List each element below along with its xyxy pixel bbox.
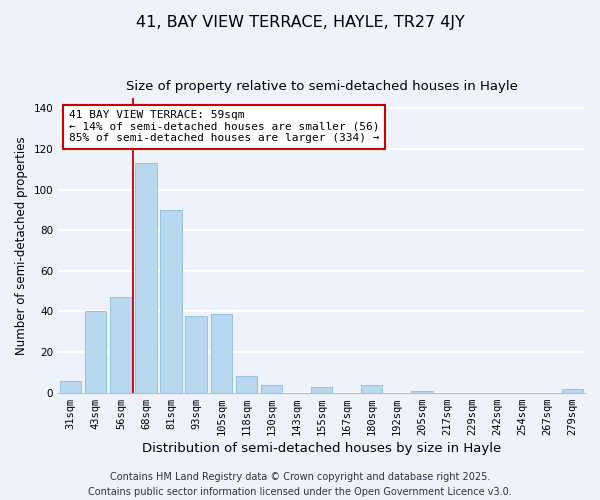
Bar xyxy=(261,384,282,392)
Bar xyxy=(136,164,157,392)
Bar xyxy=(185,316,207,392)
Bar xyxy=(60,380,82,392)
Bar xyxy=(361,384,382,392)
Bar xyxy=(311,386,332,392)
Y-axis label: Number of semi-detached properties: Number of semi-detached properties xyxy=(15,136,28,355)
Bar xyxy=(411,390,433,392)
Bar xyxy=(110,298,131,392)
Text: 41 BAY VIEW TERRACE: 59sqm
← 14% of semi-detached houses are smaller (56)
85% of: 41 BAY VIEW TERRACE: 59sqm ← 14% of semi… xyxy=(69,110,379,144)
Title: Size of property relative to semi-detached houses in Hayle: Size of property relative to semi-detach… xyxy=(125,80,518,93)
Bar xyxy=(211,314,232,392)
Bar xyxy=(562,388,583,392)
Bar xyxy=(160,210,182,392)
Bar xyxy=(85,312,106,392)
X-axis label: Distribution of semi-detached houses by size in Hayle: Distribution of semi-detached houses by … xyxy=(142,442,501,455)
Bar xyxy=(236,376,257,392)
Text: 41, BAY VIEW TERRACE, HAYLE, TR27 4JY: 41, BAY VIEW TERRACE, HAYLE, TR27 4JY xyxy=(136,15,464,30)
Text: Contains HM Land Registry data © Crown copyright and database right 2025.
Contai: Contains HM Land Registry data © Crown c… xyxy=(88,472,512,497)
